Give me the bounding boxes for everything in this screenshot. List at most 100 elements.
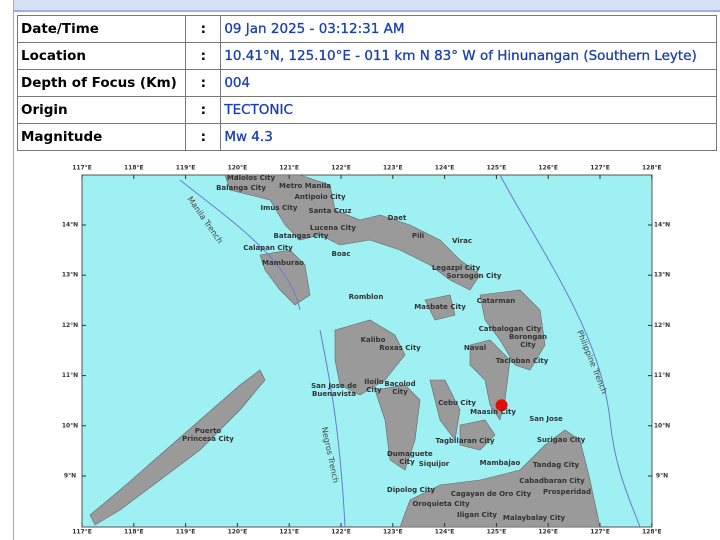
place-label: Catarman <box>476 297 516 305</box>
lon-tick-label: 122°E <box>331 165 351 172</box>
lat-tick-label: 11°N <box>62 372 78 379</box>
row-value: TECTONIC <box>220 96 717 124</box>
top-band <box>14 0 720 12</box>
land <box>89 174 601 528</box>
place-label: Cagayan de Oro City <box>450 490 532 498</box>
trench-lines <box>179 174 641 528</box>
lon-tick-label: 117°E <box>72 529 92 536</box>
place-label: San Jose <box>529 415 563 423</box>
lon-tick-label: 125°E <box>487 529 507 536</box>
place-label: Santa Cruz <box>308 207 352 215</box>
place-label: Bacolod City <box>384 380 416 396</box>
place-label: Puerto Princesa City <box>182 427 234 443</box>
table-row: Magnitude: Mw 4.3 <box>16 123 717 151</box>
epicenter <box>495 399 508 412</box>
place-label: San Jose de Buenavista <box>311 382 357 398</box>
lon-tick-label: 120°E <box>228 529 248 536</box>
table-row: Depth of Focus (Km):004 <box>16 69 717 97</box>
row-label: Location <box>16 42 187 70</box>
place-label: Dipolog City <box>386 486 436 494</box>
row-label: Origin <box>16 96 187 124</box>
lon-tick-label: 122°E <box>331 529 351 536</box>
left-border <box>13 0 14 540</box>
lat-tick-label: 9°N <box>656 473 668 480</box>
lat-tick-label: 10°N <box>62 422 78 429</box>
lon-tick-label: 128°E <box>642 529 662 536</box>
place-label: Virac <box>451 237 473 245</box>
lon-tick-label: 127°E <box>590 165 610 172</box>
place-label: Surigao City <box>536 436 586 444</box>
lon-tick-label: 127°E <box>590 529 610 536</box>
place-label: Tacloban City <box>495 357 549 365</box>
colon: : <box>185 123 222 151</box>
lon-tick-label: 126°E <box>538 165 558 172</box>
lon-tick-label: 126°E <box>538 529 558 536</box>
place-label: Kalibo <box>360 336 386 344</box>
place-label: Tagbilaran City <box>435 437 495 445</box>
place-label: Daet <box>387 214 407 222</box>
place-label: Sorsogon City <box>446 272 502 280</box>
place-label: Legazpi City <box>431 264 481 272</box>
lat-tick-label: 12°N <box>62 322 78 329</box>
place-label: Mamburao <box>262 259 304 267</box>
row-value: Mw 4.3 <box>220 123 717 151</box>
place-label: Malolos City <box>226 174 276 182</box>
place-label: Romblon <box>348 293 384 301</box>
lon-tick-label: 124°E <box>435 529 455 536</box>
lon-tick-label: 120°E <box>228 165 248 172</box>
place-label: Cabadbaran City <box>519 477 585 485</box>
lon-tick-label: 118°E <box>124 529 144 536</box>
colon: : <box>185 42 222 70</box>
lat-tick-label: 14°N <box>62 222 78 229</box>
row-label: Magnitude <box>16 123 187 151</box>
place-label: Metro Manila <box>279 182 331 190</box>
place-label: Balanga City <box>216 184 266 192</box>
place-label: Masbate City <box>414 303 466 311</box>
lon-tick-label: 119°E <box>176 165 196 172</box>
lon-tick-label: 121°E <box>279 529 299 536</box>
place-label: Naval <box>463 344 487 352</box>
place-label: Oroquieta City <box>412 500 470 508</box>
place-label: Mambajao <box>479 459 521 467</box>
lat-tick-label: 13°N <box>654 272 670 279</box>
lat-tick-label: 14°N <box>654 222 670 229</box>
place-label: Dumaguete City <box>387 450 433 466</box>
place-label: Calapan City <box>243 244 293 252</box>
place-label: Boac <box>331 250 351 258</box>
row-value: 004 <box>220 69 717 97</box>
lon-tick-label: 128°E <box>642 165 662 172</box>
lon-tick-label: 118°E <box>124 165 144 172</box>
info-table: Date/Time:09 Jan 2025 - 03:12:31 AM Locat… <box>16 15 717 151</box>
lon-tick-label: 123°E <box>383 529 403 536</box>
lon-tick-label: 123°E <box>383 165 403 172</box>
lat-tick-label: 9°N <box>64 473 76 480</box>
place-label: Antipolo City <box>294 193 346 201</box>
lon-tick-label: 125°E <box>487 165 507 172</box>
colon: : <box>185 69 222 97</box>
colon: : <box>185 15 222 43</box>
place-label: Pili <box>411 232 425 240</box>
place-label: Malaybalay City <box>502 514 566 522</box>
place-label: Iligan City <box>456 511 498 519</box>
place-label: Catbalogan City <box>478 325 542 333</box>
row-label: Depth of Focus (Km) <box>16 69 187 97</box>
place-label: Tandag City <box>532 461 580 469</box>
lat-tick-label: 12°N <box>654 322 670 329</box>
table-row: Origin: TECTONIC <box>16 96 717 124</box>
place-label: Imus City <box>260 204 298 212</box>
place-label: Batangas City <box>273 232 329 240</box>
lon-tick-label: 124°E <box>435 165 455 172</box>
place-label: Cebu City <box>438 399 476 407</box>
place-label: Lucena City <box>310 224 356 232</box>
place-label: Maasin City <box>470 408 516 416</box>
place-label: Iloilo City <box>364 378 384 394</box>
lat-tick-label: 11°N <box>654 372 670 379</box>
lon-tick-label: 121°E <box>279 165 299 172</box>
lon-tick-label: 119°E <box>176 529 196 536</box>
place-label: Roxas City <box>379 344 421 352</box>
place-label: Borongan City <box>508 333 548 349</box>
place-label: Siquijor <box>418 460 450 468</box>
lat-tick-label: 10°N <box>654 422 670 429</box>
